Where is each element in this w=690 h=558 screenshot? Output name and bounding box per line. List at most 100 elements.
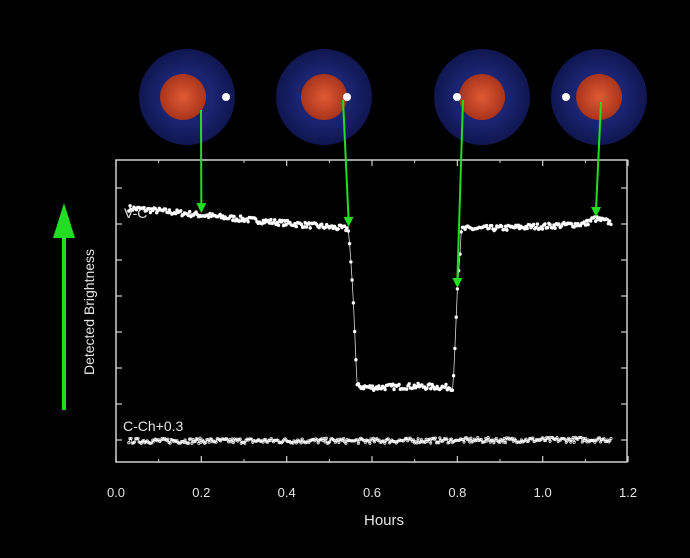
data-point <box>356 382 361 386</box>
phase-diagrams <box>139 49 647 145</box>
data-point <box>324 436 328 440</box>
data-point <box>484 223 489 228</box>
series-line <box>128 204 612 392</box>
data-point <box>336 227 340 231</box>
data-point <box>342 224 347 228</box>
data-point <box>136 436 140 440</box>
data-point <box>218 212 222 217</box>
data-point <box>438 436 442 440</box>
data-point <box>609 437 613 441</box>
data-point <box>525 439 529 443</box>
data-point <box>300 437 304 441</box>
data-point <box>416 381 420 386</box>
data-series <box>127 204 613 445</box>
data-point <box>481 440 486 444</box>
data-point <box>294 224 298 229</box>
data-point <box>608 219 612 223</box>
data-point <box>397 382 401 387</box>
data-point <box>391 382 395 386</box>
data-point <box>563 437 567 441</box>
star <box>459 74 505 120</box>
data-point <box>433 436 437 440</box>
data-point <box>535 222 540 226</box>
plot-frame <box>115 159 628 463</box>
data-point <box>243 441 247 445</box>
planet <box>453 93 461 101</box>
data-point <box>500 224 504 229</box>
data-point <box>553 226 557 230</box>
data-point <box>548 223 552 227</box>
data-point <box>609 222 613 227</box>
data-point <box>383 441 387 445</box>
data-point <box>191 437 195 441</box>
data-point <box>347 242 352 246</box>
data-point <box>166 210 170 215</box>
data-point <box>151 208 155 213</box>
data-point <box>411 386 415 390</box>
planet <box>343 93 351 101</box>
data-point <box>280 218 284 223</box>
data-point <box>505 228 509 232</box>
data-point <box>177 441 181 445</box>
data-point <box>354 358 358 362</box>
data-point <box>380 439 385 443</box>
data-point <box>597 216 602 220</box>
arrow-shaft <box>456 99 464 281</box>
data-point <box>167 208 172 212</box>
phase-arrow <box>591 101 602 217</box>
data-point <box>367 439 371 443</box>
data-point <box>479 437 483 441</box>
arrow-head <box>591 206 602 217</box>
data-point <box>238 437 242 441</box>
data-point <box>449 437 453 441</box>
data-point <box>378 440 382 444</box>
data-point <box>198 436 202 440</box>
data-point <box>516 223 520 227</box>
data-point <box>461 438 465 442</box>
data-point <box>602 437 606 441</box>
series-c-ch <box>127 435 613 445</box>
data-point <box>555 436 559 440</box>
data-point <box>232 214 236 219</box>
data-point <box>345 226 349 230</box>
data-point <box>354 438 358 442</box>
data-point <box>284 223 288 227</box>
arrow-head <box>196 203 207 214</box>
data-point <box>320 222 324 226</box>
data-point <box>328 440 332 444</box>
phase-diagram <box>551 49 647 145</box>
data-point <box>493 227 498 231</box>
data-point <box>582 220 586 224</box>
data-point <box>190 441 194 445</box>
data-point <box>337 440 341 444</box>
data-point <box>427 382 432 386</box>
data-point <box>531 436 535 440</box>
data-point <box>231 441 235 445</box>
data-point <box>323 440 327 444</box>
data-point <box>443 385 447 389</box>
y-axis-label: Detected Brightness <box>81 249 97 375</box>
x-axis-label: Hours <box>364 512 404 529</box>
data-point <box>303 220 307 225</box>
phase-diagram <box>434 49 530 145</box>
data-point <box>386 437 390 441</box>
data-point <box>293 221 297 226</box>
phase-arrow <box>196 109 207 214</box>
arrow-shaft <box>342 99 350 219</box>
data-point <box>531 222 536 227</box>
data-point <box>207 440 211 444</box>
data-point <box>415 384 419 389</box>
data-point <box>302 225 306 229</box>
data-point <box>473 439 478 443</box>
data-point <box>459 230 463 234</box>
data-point <box>492 441 496 445</box>
data-point <box>188 437 192 441</box>
data-point <box>462 440 466 444</box>
data-point <box>550 226 555 230</box>
data-point <box>557 438 561 442</box>
x-tick-label: 1.0 <box>534 485 552 500</box>
brightness-arrow <box>53 203 75 410</box>
data-point <box>294 441 298 445</box>
data-point <box>174 211 178 216</box>
